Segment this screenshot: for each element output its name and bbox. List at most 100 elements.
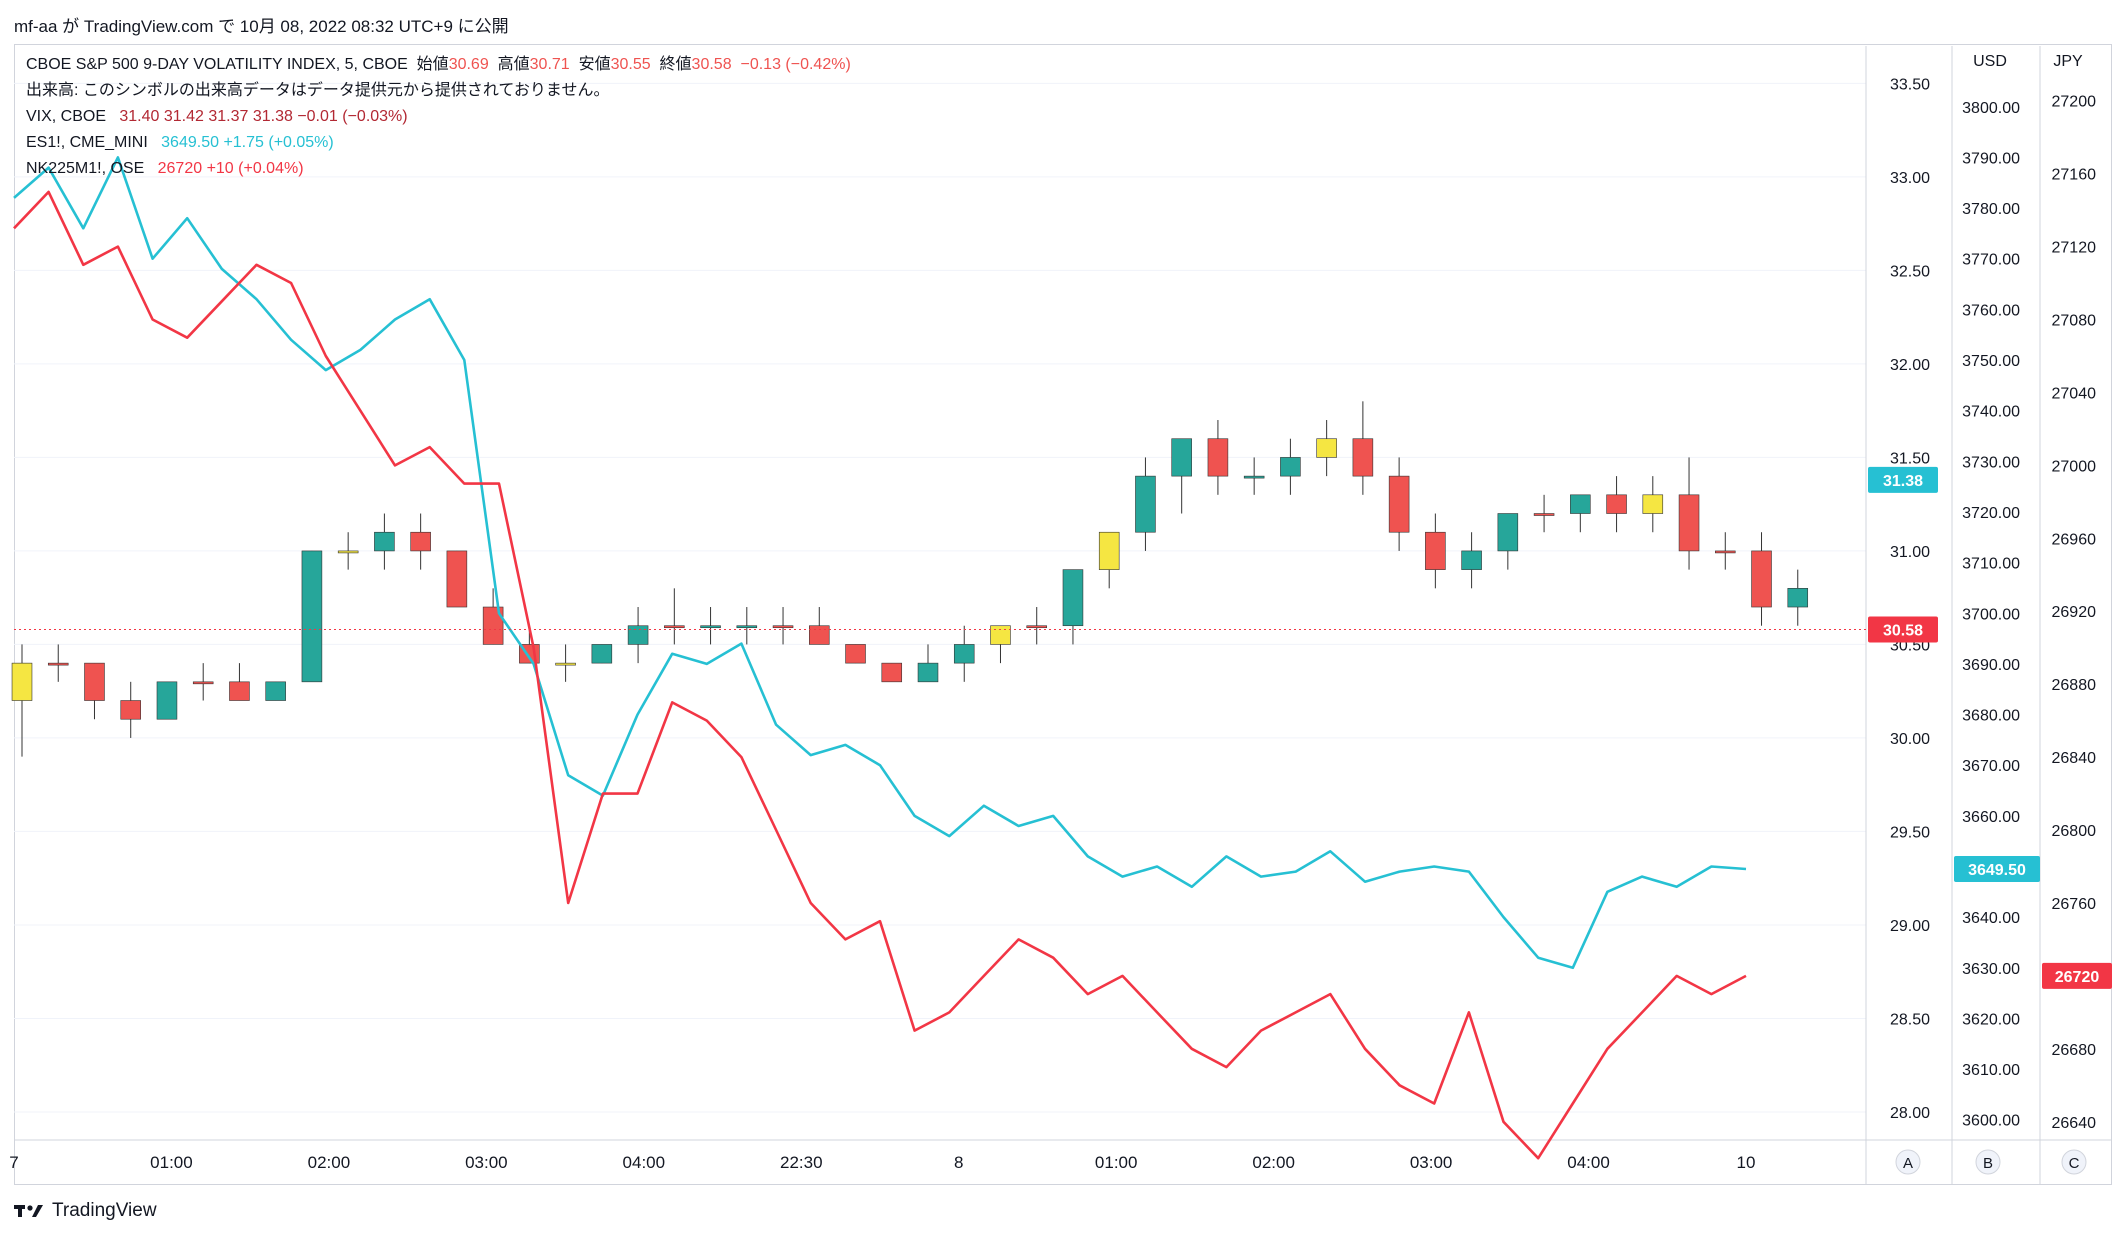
jpy-axis-tick: 26800 (2052, 823, 2097, 840)
vix-axis-tick: 33.00 (1890, 170, 1930, 187)
vix-axis-tick: 32.50 (1890, 263, 1930, 280)
legend-close-value: 30.58 (691, 56, 732, 73)
usd-axis-tick: 3780.00 (1962, 201, 2020, 218)
candle (1642, 476, 1664, 533)
line-series (13, 156, 1747, 1160)
jpy-axis-tick: 27160 (2052, 167, 2097, 184)
legend-open-label: 始値 (416, 56, 449, 73)
scale-button-label: C (2069, 1155, 2080, 1172)
candle-body (1098, 531, 1120, 570)
candle (1678, 457, 1700, 570)
vix-last-tag: 31.38 (1868, 466, 1938, 493)
candle (1461, 532, 1482, 589)
es-last-tag: 3649.50 (1954, 856, 2040, 883)
candle (1098, 531, 1120, 589)
candle-body (192, 681, 214, 685)
legend-low-value: 30.55 (610, 56, 651, 73)
usd-axis-tick: 3760.00 (1962, 302, 2020, 319)
candle-body (591, 644, 613, 664)
scale-button-c (2061, 1149, 2087, 1175)
scale-button-a (1895, 1149, 1921, 1175)
price-tags: 31.38 30.58 3649.50 26720 (14, 466, 2112, 989)
vix-axis-tick: 31.00 (1890, 544, 1930, 561)
candle (953, 625, 975, 682)
candle-body (1062, 569, 1084, 627)
jpy-axis-tick: 27080 (2052, 313, 2097, 330)
price-tag-box (1868, 616, 1938, 643)
usd-axis-tick: 3620.00 (1962, 1011, 2020, 1028)
vix-axis-tick: 28.50 (1890, 1011, 1930, 1028)
candle-body (1715, 550, 1736, 554)
candle-body (881, 662, 903, 683)
candle (555, 644, 576, 682)
scale-button-label: B (1983, 1155, 1993, 1172)
candle (120, 681, 141, 738)
candle-body (845, 644, 866, 664)
candle-body (229, 681, 250, 701)
footer-branding[interactable]: TradingView (14, 1196, 157, 1226)
usd-axis-tick: 3720.00 (1962, 505, 2020, 522)
candle (990, 625, 1011, 664)
time-axis-tick: 02:00 (308, 1153, 351, 1172)
candle-body (664, 625, 685, 629)
legend-es-values: 3649.50 +1.75 (+0.05%) (161, 134, 334, 151)
candle-body (953, 644, 975, 664)
candle (1280, 438, 1301, 495)
candle-body (990, 625, 1011, 645)
usd-axis-tick: 3740.00 (1962, 404, 2020, 421)
time-axis-tick: 04:00 (1567, 1153, 1610, 1172)
candle-body (1207, 438, 1229, 477)
candle (772, 607, 794, 645)
candle-series (11, 401, 1809, 757)
candle (337, 532, 359, 570)
candle (1026, 607, 1047, 645)
legend-nk-name: NK225M1!, OSE (26, 160, 145, 177)
usd-axis-tick: 3750.00 (1962, 353, 2020, 370)
candle (11, 644, 33, 757)
candle (1171, 438, 1192, 514)
candle (482, 588, 504, 645)
usd-axis-tick: 3770.00 (1962, 252, 2020, 269)
candle (1243, 457, 1265, 495)
jpy-axis-tick: 27000 (2052, 458, 2097, 475)
candle (809, 607, 830, 645)
jpy-axis-tick: 26920 (2052, 604, 2097, 621)
jpy-axis-tick: 26960 (2052, 531, 2097, 548)
candle (1062, 569, 1084, 645)
candle-body (301, 550, 323, 683)
time-axis-tick: 01:00 (1095, 1153, 1138, 1172)
candle-body (1135, 475, 1156, 533)
legend-es-name: ES1!, CME_MINI (26, 134, 148, 151)
vvix-last-tag: 30.58 (1868, 616, 1938, 643)
candle (156, 681, 178, 720)
candle (301, 550, 323, 683)
candle-body (1461, 550, 1482, 570)
nk-last-tag: 26720 (2042, 962, 2112, 989)
jpy-axis-label: JPY (2053, 53, 2083, 70)
jpy-axis-tick: 26840 (2052, 750, 2097, 767)
legend-close-label: 終値 (659, 56, 692, 73)
candle (1606, 476, 1627, 533)
footer-brand-label: TradingView (52, 1200, 157, 1221)
jpy-axis-tick: 26640 (2052, 1115, 2097, 1132)
candle-body (700, 625, 721, 629)
candle-body (1316, 438, 1337, 458)
candle-body (1026, 625, 1047, 629)
usd-axis-tick: 3640.00 (1962, 910, 2020, 927)
usd-axis-label: USD (1973, 53, 2007, 70)
usd-axis-tick: 3600.00 (1962, 1113, 2020, 1130)
legend-change: −0.13 (−0.42%) (740, 56, 851, 73)
candle-body (1606, 494, 1627, 514)
price-tag-value: 30.58 (1883, 622, 1923, 639)
usd-axis-tick: 3790.00 (1962, 150, 2020, 167)
candle (1207, 420, 1229, 495)
candle (1787, 569, 1809, 626)
legend-vix-row: VIX, CBOE 31.40 31.42 31.37 31.38 −0.01 … (26, 104, 851, 130)
time-axis-tick: 03:00 (465, 1153, 508, 1172)
jpy-axis-tick: 27120 (2052, 240, 2097, 257)
candle-body (120, 700, 141, 720)
candle-body (1642, 494, 1664, 514)
publish-header: mf-aa が TradingView.com で 10月 08, 2022 0… (14, 17, 509, 36)
candle (664, 588, 685, 645)
